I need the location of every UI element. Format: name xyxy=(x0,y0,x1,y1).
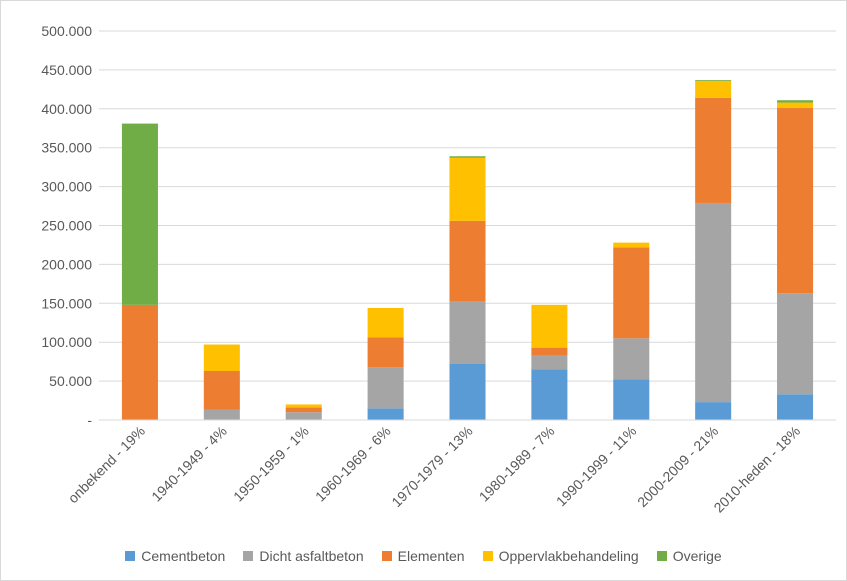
legend-item: Dicht asfaltbeton xyxy=(243,548,364,564)
x-tick-label: 1940-1949 - 4% xyxy=(148,423,230,505)
y-tick-label: 400.000 xyxy=(41,101,92,117)
legend: Cementbeton Dicht asfaltbeton Elementen Opp… xyxy=(0,548,847,564)
y-tick-label: 200.000 xyxy=(41,256,92,272)
bar-segment xyxy=(449,220,486,302)
bar-segment xyxy=(531,304,568,348)
bar-segment xyxy=(695,80,732,81)
bar-segment xyxy=(777,100,814,103)
x-tick-label: 1980-1989 - 7% xyxy=(476,423,558,505)
bar-segment xyxy=(449,363,486,420)
y-tick-label: 300.000 xyxy=(41,179,92,195)
bar-segment xyxy=(613,242,650,248)
bar-segment xyxy=(285,412,322,420)
legend-label: Dicht asfaltbeton xyxy=(259,548,364,564)
legend-swatch xyxy=(125,551,136,561)
bar-segment xyxy=(531,369,568,420)
legend-label: Overige xyxy=(672,548,722,564)
legend-swatch xyxy=(656,551,667,561)
legend-label: Cementbeton xyxy=(141,548,226,564)
bar-segment xyxy=(121,123,158,305)
bar-segment xyxy=(613,379,650,420)
bar-segment xyxy=(777,394,814,420)
bar-segment xyxy=(777,293,814,395)
bar-segment xyxy=(449,301,486,364)
bar-segment xyxy=(695,80,732,98)
legend-item: Oppervlakbehandeling xyxy=(482,548,639,564)
bar-segment xyxy=(367,408,404,420)
legend-item: Elementen xyxy=(381,548,465,564)
bar-segment xyxy=(695,97,732,203)
bar-segment xyxy=(203,409,240,420)
bar-segment xyxy=(285,404,322,408)
bar-segment xyxy=(285,407,322,413)
legend-label: Oppervlakbehandeling xyxy=(498,548,639,564)
bar-segment xyxy=(367,367,404,409)
bar-segment xyxy=(121,304,158,420)
legend-swatch xyxy=(243,551,254,561)
bar-segment xyxy=(449,156,486,158)
bar-segment xyxy=(613,247,650,339)
x-tick-label: 1950-1959 - 1% xyxy=(230,423,312,505)
y-tick-label: 250.000 xyxy=(41,218,92,234)
x-tick-label: 2000-2009 - 21% xyxy=(634,423,721,510)
legend-item: Cementbeton xyxy=(125,548,225,564)
y-tick-label: 350.000 xyxy=(41,140,92,156)
legend-swatch xyxy=(482,551,493,561)
y-tick-label: - xyxy=(87,412,92,428)
bar-segment xyxy=(367,307,404,338)
y-tick-label: 100.000 xyxy=(41,334,92,350)
x-tick-label: onbekend - 19% xyxy=(65,423,148,506)
bar-segment xyxy=(777,102,814,109)
x-tick-label: 1970-1979 - 13% xyxy=(388,423,475,510)
bar-segment xyxy=(695,202,732,403)
bar-segment xyxy=(203,344,240,371)
bar-segment xyxy=(531,347,568,356)
y-tick-label: 500.000 xyxy=(41,23,92,39)
y-tick-label: 50.000 xyxy=(49,373,92,389)
legend-item: Overige xyxy=(656,548,722,564)
stacked-bar-chart: - 50.000 100.000 150.000 200.000 250.000 300.0… xyxy=(41,23,836,516)
bar-segment xyxy=(449,157,486,221)
legend-swatch xyxy=(381,551,392,561)
legend-label: Elementen xyxy=(397,548,465,564)
bar-segment xyxy=(203,370,240,410)
bar-segment xyxy=(531,355,568,370)
x-tick-label: 1990-1999 - 11% xyxy=(553,423,640,510)
x-tick-label: 2010-heden - 18% xyxy=(710,423,803,516)
y-tick-label: 150.000 xyxy=(41,295,92,311)
bar-segment xyxy=(777,108,814,294)
x-tick-label: 1960-1969 - 6% xyxy=(312,423,394,505)
bar-segment xyxy=(695,402,732,420)
y-tick-label: 450.000 xyxy=(41,62,92,78)
bar-segment xyxy=(613,338,650,380)
bar-segment xyxy=(367,337,404,368)
